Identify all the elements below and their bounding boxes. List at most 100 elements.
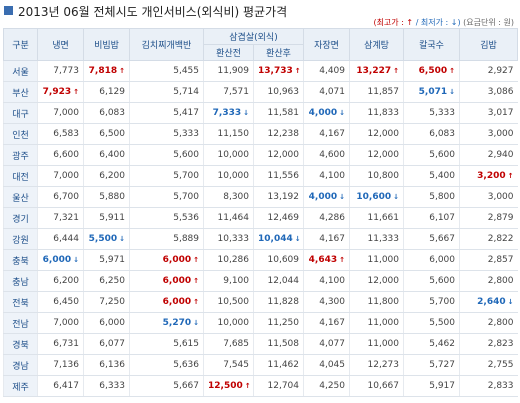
price-cell: 3,000 xyxy=(459,186,518,208)
price-cell: 2,940 xyxy=(459,144,518,166)
price-cell: 4,167 xyxy=(303,312,350,334)
region: 제주 xyxy=(3,375,38,397)
column-header: 자장면 xyxy=(303,28,350,61)
unit: (요금단위 : 원) xyxy=(463,18,514,27)
price-cell: 11,661 xyxy=(349,207,404,229)
region: 충북 xyxy=(3,249,38,271)
table-row: 제주6,4176,3335,66712,50012,7044,25010,667… xyxy=(3,375,518,397)
price-cell: 6,083 xyxy=(83,102,130,124)
price-cell: 7,250 xyxy=(83,291,130,313)
price-cell: 5,636 xyxy=(129,354,204,376)
column-header: 구분 xyxy=(3,28,38,61)
price-cell: 5,400 xyxy=(403,165,460,187)
region: 광주 xyxy=(3,144,38,166)
price-cell: 7,000 xyxy=(37,312,84,334)
price-cell: 6,700 xyxy=(37,186,84,208)
price-cell: 10,600 xyxy=(349,186,404,208)
price-cell: 11,508 xyxy=(253,333,304,355)
price-cell: 4,600 xyxy=(303,144,350,166)
price-cell: 11,000 xyxy=(349,312,404,334)
price-cell: 6,333 xyxy=(83,375,130,397)
price-cell: 3,200 xyxy=(459,165,518,187)
price-cell: 5,333 xyxy=(403,102,460,124)
legend-low: / 최저가 : ↓) xyxy=(415,18,461,27)
price-cell: 5,333 xyxy=(129,123,204,145)
price-cell: 4,100 xyxy=(303,165,350,187)
price-cell: 10,286 xyxy=(203,249,254,271)
price-cell: 13,192 xyxy=(253,186,304,208)
price-cell: 12,044 xyxy=(253,270,304,292)
region: 대전 xyxy=(3,165,38,187)
price-cell: 6,417 xyxy=(37,375,84,397)
price-cell: 4,250 xyxy=(303,375,350,397)
price-cell: 2,755 xyxy=(459,354,518,376)
price-cell: 11,333 xyxy=(349,228,404,250)
price-cell: 10,800 xyxy=(349,165,404,187)
price-cell: 7,136 xyxy=(37,354,84,376)
price-cell: 5,600 xyxy=(403,270,460,292)
region: 경기 xyxy=(3,207,38,229)
price-cell: 11,000 xyxy=(349,249,404,271)
price-cell: 5,071 xyxy=(403,81,460,103)
price-cell: 3,086 xyxy=(459,81,518,103)
price-cell: 2,800 xyxy=(459,270,518,292)
price-cell: 7,333 xyxy=(203,102,254,124)
price-cell: 7,545 xyxy=(203,354,254,376)
price-cell: 5,667 xyxy=(129,375,204,397)
price-cell: 6,400 xyxy=(83,144,130,166)
legend-high: (최고가 : ↑ xyxy=(373,18,414,27)
price-cell: 5,536 xyxy=(129,207,204,229)
price-cell: 11,150 xyxy=(203,123,254,145)
price-cell: 4,000 xyxy=(303,102,350,124)
price-cell: 12,000 xyxy=(349,123,404,145)
price-cell: 6,000 xyxy=(129,291,204,313)
table-row: 전남7,0006,0005,27010,00011,2504,16711,000… xyxy=(3,312,518,334)
price-cell: 6,000 xyxy=(129,270,204,292)
price-cell: 5,700 xyxy=(129,165,204,187)
region: 울산 xyxy=(3,186,38,208)
price-cell: 2,822 xyxy=(459,228,518,250)
column-header: 비빔밥 xyxy=(83,28,130,61)
title-bar: 2013년 06월 전체시도 개인서비스(외식비) 평균가격 (최고가 : ↑ … xyxy=(0,0,520,28)
region: 부산 xyxy=(3,81,38,103)
price-cell: 5,500 xyxy=(83,228,130,250)
price-cell: 11,828 xyxy=(253,291,304,313)
subheader-row: 환산전 환산후 xyxy=(4,44,518,61)
price-cell: 4,071 xyxy=(303,81,350,103)
price-cell: 4,045 xyxy=(303,354,350,376)
price-cell: 7,000 xyxy=(37,165,84,187)
table-row: 충남6,2006,2506,0009,10012,0444,10012,0005… xyxy=(3,270,518,292)
price-cell: 12,500 xyxy=(203,375,254,397)
price-cell: 5,800 xyxy=(403,186,460,208)
region: 충남 xyxy=(3,270,38,292)
column-header: 삼겹살(외식) xyxy=(203,28,304,45)
table-row: 전북6,4507,2506,00010,50011,8284,30011,800… xyxy=(3,291,518,313)
title: 2013년 06월 전체시도 개인서비스(외식비) 평균가격 xyxy=(18,5,288,19)
price-cell: 4,286 xyxy=(303,207,350,229)
price-cell: 6,500 xyxy=(83,123,130,145)
price-cell: 7,685 xyxy=(203,333,254,355)
subcolumn-header: 환산후 xyxy=(253,44,304,61)
price-cell: 12,000 xyxy=(349,144,404,166)
price-cell: 5,270 xyxy=(129,312,204,334)
price-cell: 2,857 xyxy=(459,249,518,271)
price-cell: 4,000 xyxy=(303,186,350,208)
table-row: 대구7,0006,0835,4177,33311,5814,00011,8335… xyxy=(3,102,518,124)
price-cell: 11,000 xyxy=(349,333,404,355)
price-cell: 6,000 xyxy=(129,249,204,271)
price-cell: 11,464 xyxy=(203,207,254,229)
price-cell: 10,000 xyxy=(203,312,254,334)
price-cell: 5,600 xyxy=(129,144,204,166)
price-cell: 6,500 xyxy=(403,60,460,82)
price-cell: 11,833 xyxy=(349,102,404,124)
price-cell: 4,167 xyxy=(303,228,350,250)
price-cell: 11,581 xyxy=(253,102,304,124)
price-cell: 2,823 xyxy=(459,333,518,355)
price-cell: 2,800 xyxy=(459,312,518,334)
price-cell: 4,167 xyxy=(303,123,350,145)
region: 인천 xyxy=(3,123,38,145)
price-cell: 6,200 xyxy=(83,165,130,187)
price-cell: 10,667 xyxy=(349,375,404,397)
price-cell: 5,700 xyxy=(129,186,204,208)
